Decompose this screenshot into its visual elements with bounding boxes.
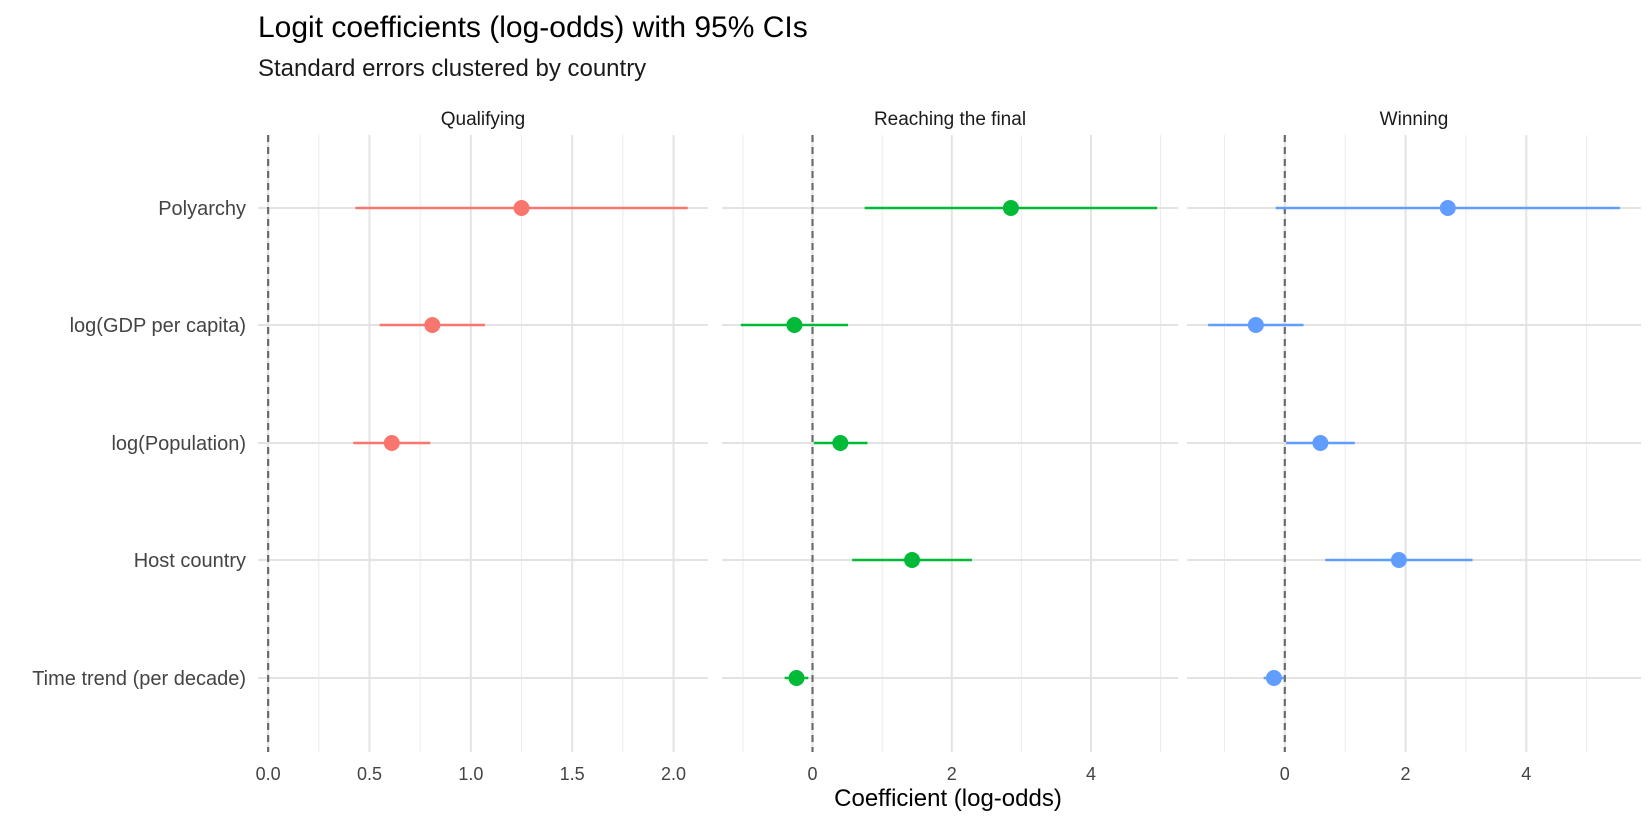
- panel-title: Qualifying: [441, 109, 526, 130]
- panel-title: Winning: [1380, 109, 1449, 130]
- x-tick-label: 0.0: [256, 764, 281, 784]
- point-log-population: [832, 435, 849, 451]
- panel-title: Reaching the final: [874, 109, 1026, 130]
- x-tick-label: 0: [1280, 764, 1290, 784]
- point-polyarchy: [513, 200, 530, 216]
- point-log-population: [383, 435, 400, 451]
- x-tick-label: 1.0: [458, 764, 483, 784]
- y-label-polyarchy: Polyarchy: [158, 198, 246, 220]
- facet-panels: Qualifying 0.0 0.5 1.0 1.5 2.0 Reaching the fi…: [256, 109, 1641, 784]
- x-tick-label: 4: [1521, 764, 1531, 784]
- y-label-log-gdp-per-capita: log(GDP per capita): [70, 315, 246, 337]
- point-log-gdp-per-capita: [424, 317, 441, 333]
- point-host-country: [1390, 552, 1407, 568]
- y-axis-labels: Polyarchy log(GDP per capita) log(Populati…: [32, 198, 246, 690]
- y-label-host-country: Host country: [134, 550, 246, 572]
- x-tick-label: 1.5: [560, 764, 585, 784]
- point-time-trend-per-decade: [1265, 670, 1282, 686]
- chart-title: Logit coefficients (log-odds) with 95% C…: [258, 11, 808, 44]
- chart-subtitle: Standard errors clustered by country: [258, 55, 646, 82]
- x-tick-label: 2: [947, 764, 957, 784]
- y-label-time-trend-per-decade: Time trend (per decade): [32, 668, 246, 690]
- x-tick-label: 0.5: [357, 764, 382, 784]
- point-host-country: [904, 552, 921, 568]
- x-tick-label: 2.0: [661, 764, 686, 784]
- point-log-gdp-per-capita: [1247, 317, 1264, 333]
- panel-winning: Winning 0 2 4: [1187, 109, 1641, 784]
- x-axis-title: Coefficient (log-odds): [834, 785, 1062, 812]
- point-log-gdp-per-capita: [786, 317, 803, 333]
- point-log-population: [1312, 435, 1329, 451]
- x-tick-label: 4: [1086, 764, 1096, 784]
- y-label-log-population: log(Population): [111, 433, 246, 455]
- point-polyarchy: [1439, 200, 1456, 216]
- panel-reaching-the-final: Reaching the final 0 2 4: [722, 109, 1178, 784]
- point-polyarchy: [1002, 200, 1019, 216]
- x-tick-label: 2: [1401, 764, 1411, 784]
- point-time-trend-per-decade: [788, 670, 805, 686]
- panel-qualifying: Qualifying 0.0 0.5 1.0 1.5 2.0: [256, 109, 708, 784]
- x-tick-label: 0: [807, 764, 817, 784]
